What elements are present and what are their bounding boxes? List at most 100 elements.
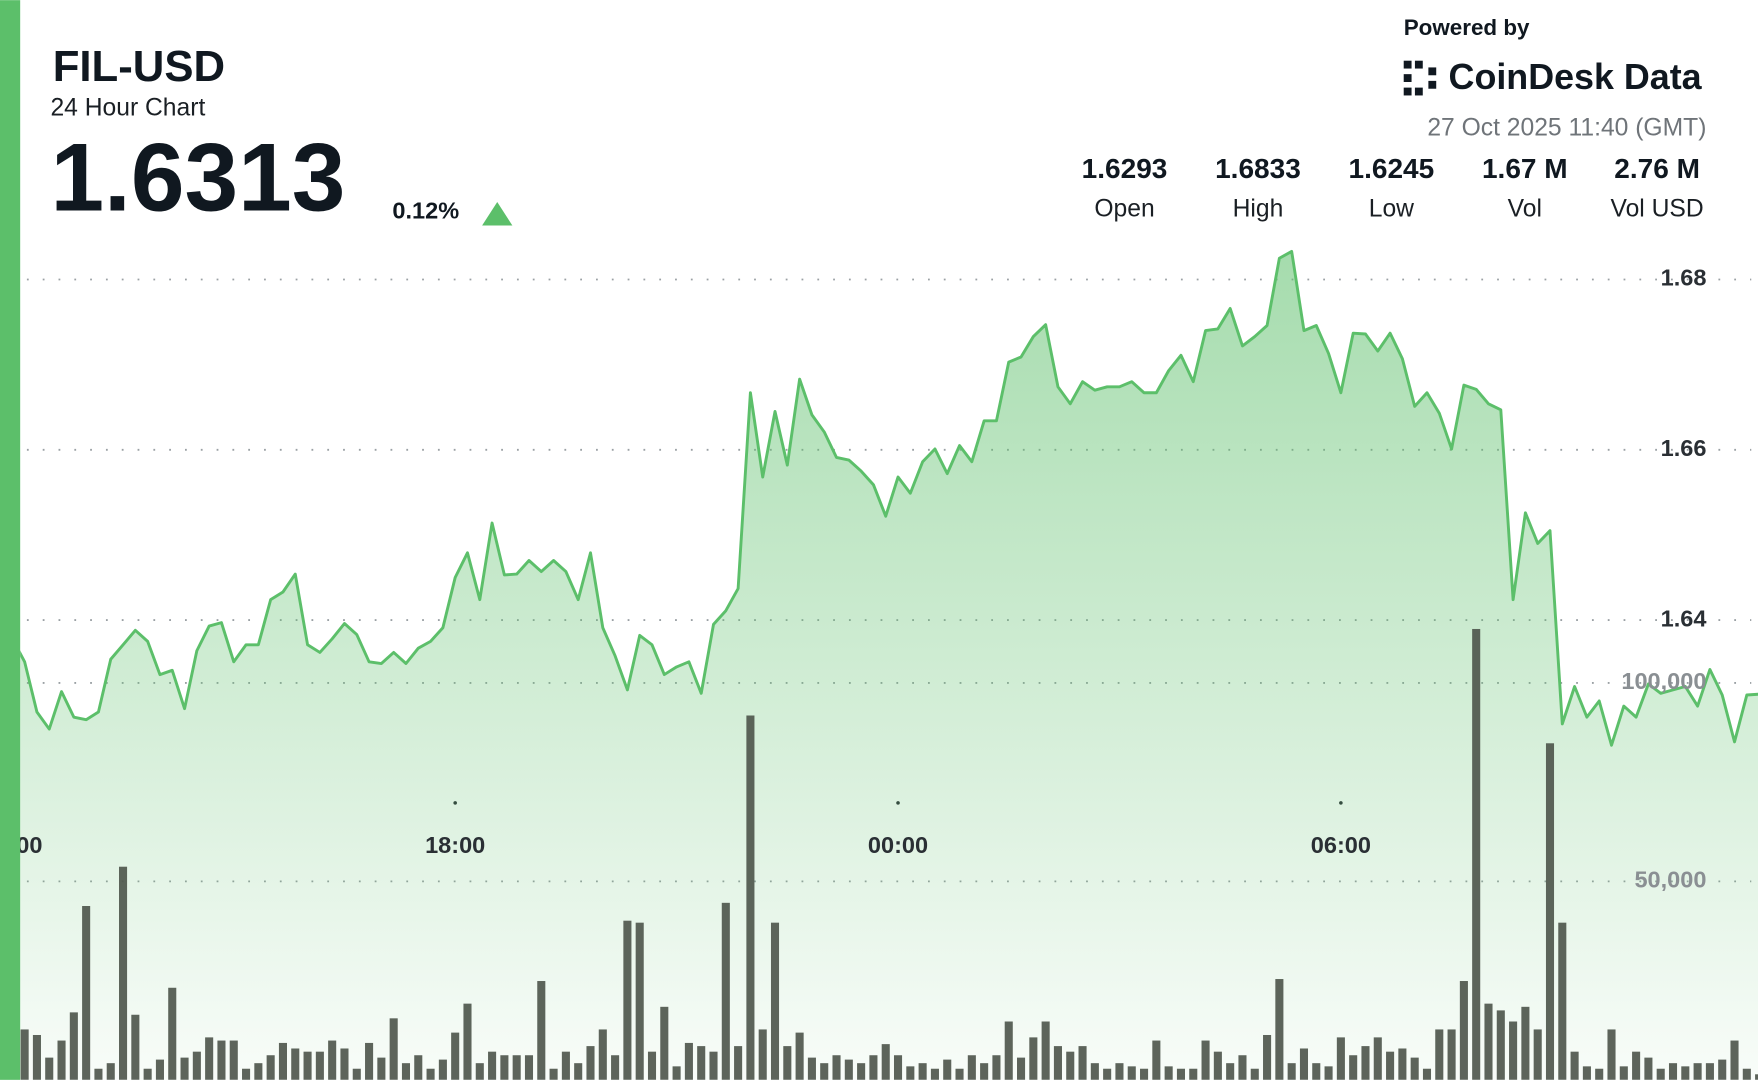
volume-bar [1312,1063,1321,1080]
volume-bar [1103,1068,1112,1080]
volume-bar [758,1029,767,1080]
volume-bar [229,1040,238,1080]
volume-bar [992,1055,1001,1080]
volume-bar [586,1046,595,1080]
volume-bar [930,1068,939,1080]
volume-bar [1509,1021,1518,1080]
volume-bar [635,922,644,1080]
stat-value: 1.6245 [1349,153,1435,184]
stat-value: 1.6833 [1215,153,1301,184]
volume-bar [857,1063,866,1080]
brand: CoinDesk Data [1449,57,1703,97]
x-tick-label: 06:00 [1311,832,1371,858]
price: 1.6313 [50,125,345,232]
volume-bar [45,1057,54,1080]
volume-bar [1718,1059,1727,1080]
volume-bar [721,902,730,1080]
volume-bar [906,1066,915,1080]
volume-bar [57,1040,66,1080]
volume-bar [1324,1066,1333,1080]
volume-bar [1152,1040,1161,1080]
volume-bar [438,1059,447,1080]
brand-logo [1403,60,1437,96]
volume-bar [1275,979,1284,1080]
volume-bar [1435,1029,1444,1080]
volume-bar [697,1046,706,1080]
volume-bar [1213,1051,1222,1080]
stat-label: Vol [1508,195,1542,222]
volume-bar [32,1034,41,1080]
volume-bar [709,1051,718,1080]
volume-bar [1066,1051,1075,1080]
volume-bar [955,1068,964,1080]
volume-bar [1730,1040,1739,1080]
price-area [20,251,1758,1080]
y-tick-label: 1.64 [1661,605,1707,631]
volume-bar [1755,1074,1758,1080]
volume-bar [967,1055,976,1080]
volume-bar [537,981,546,1080]
stat-label: High [1233,195,1284,222]
volume-bar [1090,1063,1099,1080]
volume-bar [1447,1029,1456,1080]
volume-bar [315,1051,324,1080]
volume-bar [143,1068,152,1080]
volume-bar [1668,1063,1678,1080]
volume-bar [389,1018,398,1080]
volume-bar [512,1055,521,1080]
volume-bar [672,1066,681,1080]
volume-bar [1656,1068,1665,1080]
stats: 1.6293 Open 1.6833 High 1.6245 Low 1.67 … [1082,153,1704,222]
volume-bar [1632,1051,1641,1080]
volume-bar [94,1068,103,1080]
volume-bar [217,1040,226,1080]
volume-bar [1004,1021,1013,1080]
volume-bar [844,1059,853,1080]
volume-bar [1681,1066,1690,1080]
volume-bar [340,1048,349,1080]
volume-bar [106,1063,115,1080]
volume-bar [1336,1037,1345,1080]
volume-bar [500,1055,509,1080]
x-tick-label: 00:00 [868,832,928,858]
volume-bar [1361,1046,1370,1080]
axis-labels: 1.641.661.6850,000100,00012:0018:0000:00… [0,265,1706,893]
y-tick-label: 1.66 [1661,435,1707,461]
y2-tick-label: 50,000 [1634,867,1706,893]
volume-bar [1607,1029,1616,1080]
up-arrow [482,201,513,226]
volume-bar [746,715,755,1080]
volume-bar [119,866,128,1080]
volume-bar [1545,743,1555,1080]
volume-bar [1521,1006,1530,1080]
volume-bar [1226,1063,1235,1080]
volume-bar [807,1057,816,1080]
volume-bar [205,1037,214,1080]
volume-bar [352,1068,361,1080]
volume-bar [770,922,780,1080]
y2-tick-label: 100,000 [1621,668,1706,694]
volume-bar [131,1014,140,1080]
volume-bar [1115,1063,1124,1080]
volume-bar [475,1063,484,1080]
volume-bar [1582,1066,1591,1080]
volume-bar [734,1046,743,1080]
volume-bar [1017,1057,1026,1080]
stat-label: Vol USD [1611,195,1704,222]
volume-bar [1422,1068,1432,1080]
volume-bar [549,1068,558,1080]
volume-bar [426,1068,435,1080]
volume-bar [291,1048,300,1080]
volume-bar [1644,1057,1653,1080]
volume-bar [1078,1046,1087,1080]
volume-bar [377,1057,386,1080]
plot-area [20,249,1758,1080]
volume-bar [155,1059,164,1080]
volume-bar [1410,1057,1419,1080]
volume-bar [524,1055,534,1080]
volume-bar [1164,1066,1173,1080]
volume-bar [783,1046,792,1080]
volume-bar [1570,1051,1579,1080]
volume-bar [1287,1063,1296,1080]
